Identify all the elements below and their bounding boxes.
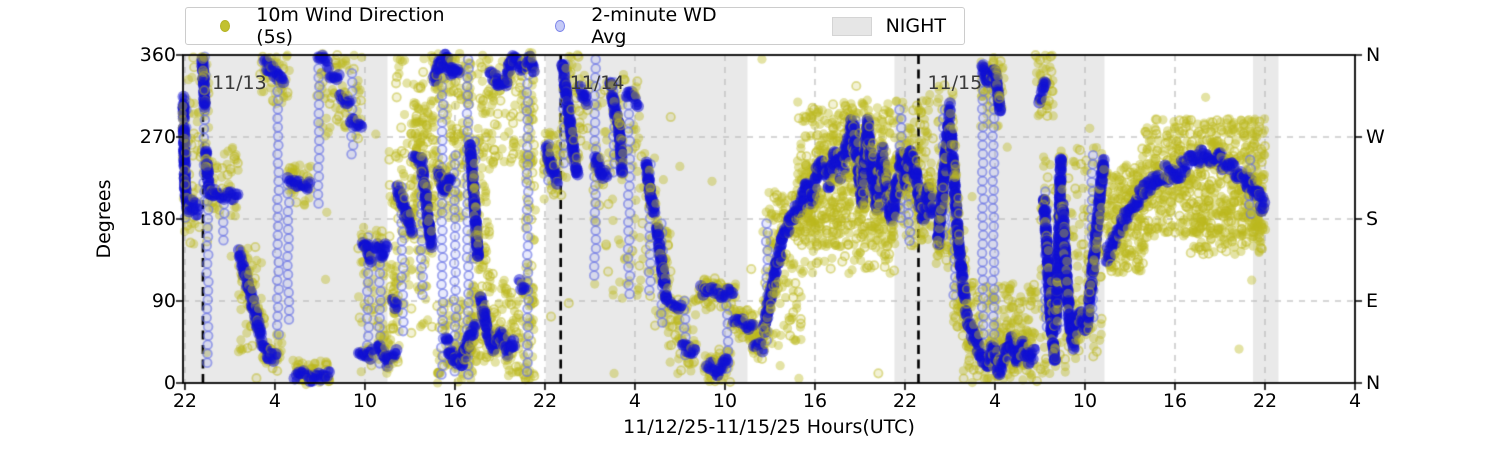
date-annotation-11-15: 11/15	[927, 72, 983, 94]
x-tick-label: 4	[628, 390, 642, 412]
yellow-dot-marker-icon	[220, 20, 231, 32]
compass-tick-label: S	[1366, 208, 1379, 230]
legend-label-night: NIGHT	[885, 15, 946, 37]
y-tick-label: 270	[139, 126, 176, 148]
x-tick-label: 22	[172, 390, 198, 412]
blue-dot-marker-icon	[555, 20, 566, 32]
legend-item-wd-avg: 2-minute WD Avg	[555, 4, 728, 48]
x-tick-label: 4	[988, 390, 1002, 412]
compass-tick-label: E	[1366, 290, 1379, 312]
x-tick-label: 4	[1348, 390, 1362, 412]
legend-item-night: NIGHT	[831, 15, 946, 37]
legend: 10m Wind Direction (5s) 2-minute WD Avg …	[185, 4, 965, 48]
y-tick-label: 180	[139, 208, 176, 230]
y-tick-label: 0	[163, 372, 176, 394]
y-tick-label: 90	[151, 290, 176, 312]
y-axis-label: Degrees	[93, 179, 115, 259]
x-tick-label: 10	[712, 390, 738, 412]
legend-item-wind-5s: 10m Wind Direction (5s)	[220, 4, 447, 48]
legend-label-wd-avg: 2-minute WD Avg	[591, 4, 717, 48]
x-tick-label: 22	[892, 390, 918, 412]
compass-tick-label: W	[1366, 126, 1385, 148]
compass-tick-label: N	[1366, 44, 1381, 66]
compass-tick-label: N	[1366, 372, 1381, 394]
x-tick-label: 16	[1162, 390, 1188, 412]
x-axis-label: 11/12/25-11/15/25 Hours(UTC)	[623, 416, 915, 438]
y-tick-label: 360	[139, 44, 176, 66]
x-tick-label: 10	[352, 390, 378, 412]
date-annotation-11-14: 11/14	[569, 72, 625, 94]
x-tick-label: 16	[442, 390, 468, 412]
x-tick-label: 16	[802, 390, 828, 412]
x-tick-label: 4	[268, 390, 281, 412]
date-annotation-11-13: 11/13	[211, 72, 267, 94]
x-tick-label: 10	[1072, 390, 1098, 412]
legend-label-wind-5s: 10m Wind Direction (5s)	[256, 4, 445, 48]
night-patch-icon	[831, 16, 872, 36]
x-tick-label: 22	[1252, 390, 1278, 412]
x-tick-label: 22	[532, 390, 558, 412]
